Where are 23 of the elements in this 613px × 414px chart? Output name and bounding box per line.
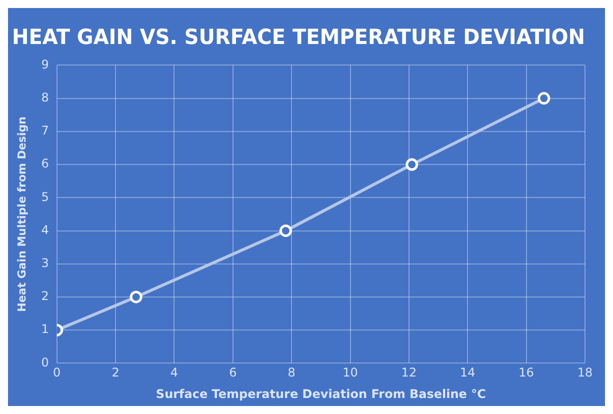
x-tick-label: 8 bbox=[288, 366, 296, 380]
y-tick-label: 9 bbox=[41, 57, 49, 72]
x-tick-label: 0 bbox=[53, 366, 61, 380]
y-tick-label: 0 bbox=[41, 355, 49, 370]
y-tick-label: 8 bbox=[41, 90, 49, 104]
x-tick-label: 10 bbox=[342, 366, 358, 380]
y-tick-label: 5 bbox=[41, 190, 49, 204]
y-tick-label: 2 bbox=[41, 289, 49, 304]
y-tick-label: 7 bbox=[41, 124, 49, 138]
x-tick-label: 14 bbox=[460, 366, 476, 380]
x-tick-label: 18 bbox=[577, 366, 593, 380]
x-tick-label: 6 bbox=[229, 366, 237, 380]
y-tick-label: 1 bbox=[41, 322, 49, 336]
chart-title: HEAT GAIN VS. SURFACE TEMPERATURE DEVIATION bbox=[12, 24, 585, 50]
y-axis-title: Heat Gain Multiple from Design bbox=[15, 116, 28, 312]
x-tick-label: 4 bbox=[170, 366, 178, 380]
y-tick-label: 3 bbox=[41, 256, 49, 270]
x-tick-label: 16 bbox=[518, 366, 534, 380]
x-tick-label: 12 bbox=[401, 366, 417, 380]
y-tick-label: 4 bbox=[41, 222, 49, 237]
x-tick-label: 2 bbox=[112, 366, 120, 380]
y-tick-label: 6 bbox=[41, 156, 49, 171]
x-axis-title: Surface Temperature Deviation From Baseline °C bbox=[156, 386, 486, 401]
